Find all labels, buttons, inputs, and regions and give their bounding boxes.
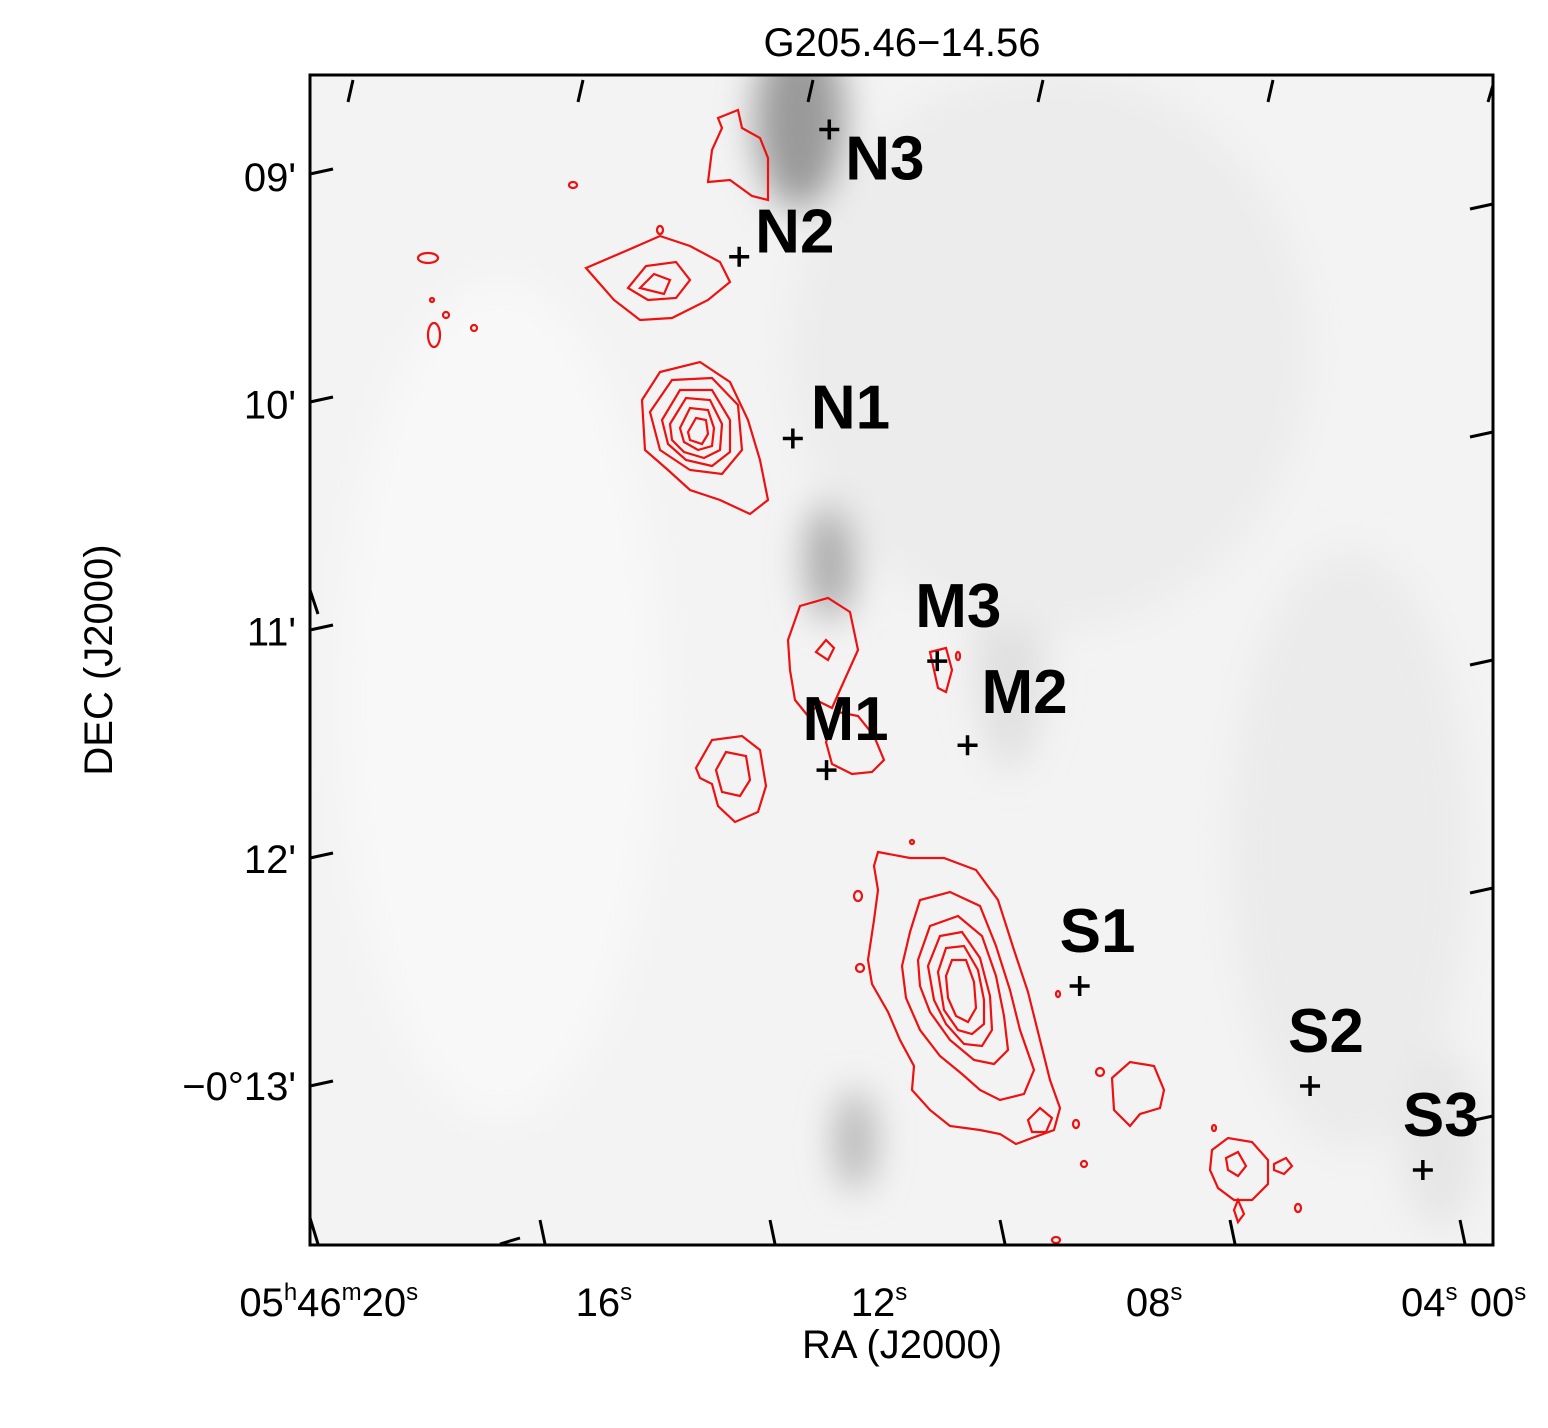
contour-blob [1094, 1066, 1106, 1078]
source-label-m3: M3 [915, 572, 1001, 641]
x-tick-label: 05h46m20s [239, 1279, 418, 1325]
grayscale-background [310, 75, 1493, 1245]
source-marker-n3 [819, 119, 840, 140]
contour-n2-1 [584, 234, 732, 322]
contour-blob [469, 323, 479, 333]
contour-s1-2 [900, 890, 1036, 1102]
contour-s1-3 [916, 914, 1010, 1066]
contour-n3 [706, 108, 770, 202]
contour-blob [1293, 1202, 1303, 1214]
y-tick-label: −0°13' [182, 1065, 296, 1109]
contour-n1-1 [640, 360, 770, 516]
source-marker-m3 [927, 651, 948, 672]
contour-n2-2 [626, 260, 692, 302]
contour-s1-1 [866, 850, 1062, 1146]
contour-blob [1079, 1159, 1089, 1169]
source-label-s2: S2 [1288, 997, 1364, 1066]
contour-s2 [1110, 1060, 1166, 1128]
contour-layer [416, 108, 1303, 1245]
source-marker-m2 [957, 735, 978, 756]
contour-s1-5 [936, 944, 986, 1036]
source-label-n3: N3 [845, 125, 924, 194]
contour-s3 [1208, 1136, 1270, 1202]
y-tick-label: 09' [244, 156, 296, 200]
contour-blob [426, 321, 442, 349]
source-marker-n2 [729, 246, 750, 267]
contour-s1-lobe [1026, 1106, 1054, 1134]
x-tick-label: 08s [1126, 1279, 1183, 1325]
contour-m1 [694, 734, 768, 824]
source-label-s1: S1 [1060, 897, 1136, 966]
contour-s1-6 [944, 958, 978, 1024]
contour-blob [1210, 1123, 1218, 1133]
y-axis-label: DEC (J2000) [77, 544, 121, 775]
contour-blob [908, 838, 916, 846]
contour-blob [852, 889, 864, 903]
source-marker-m1 [816, 760, 837, 781]
source-marker-s1 [1069, 976, 1090, 997]
source-label-n2: N2 [755, 198, 834, 267]
contour-m3-inner [814, 638, 836, 662]
source-label-m1: M1 [803, 685, 889, 754]
contour-m3 [786, 596, 860, 718]
x-axis-label: RA (J2000) [802, 1323, 1002, 1367]
contour-n1-3 [660, 388, 732, 468]
source-label-m2: M2 [982, 658, 1068, 727]
x-tick-label: 12s [851, 1279, 908, 1325]
x-tick-labels: 05h46m20s 16s 12s 08s 04s 00s [239, 1279, 1526, 1325]
contour-blob [1054, 989, 1062, 999]
contour-n2-3 [637, 272, 672, 296]
contour-s3-inner [1224, 1150, 1248, 1178]
contour-m1-inner [714, 750, 752, 798]
y-tick-label: 11' [247, 611, 296, 655]
y-tick-label: 12' [244, 838, 296, 882]
contour-n1-2 [648, 376, 744, 476]
source-label-n1: N1 [811, 373, 890, 442]
contour-s3-tail [1232, 1197, 1246, 1225]
contour-blob [928, 646, 954, 694]
source-markers [729, 119, 1433, 1181]
contour-m2 [824, 710, 886, 776]
tick-marks [308, 79, 1495, 1246]
contour-blob [1272, 1156, 1294, 1176]
contour-n1-6 [686, 416, 710, 446]
contour-blob [655, 224, 665, 236]
contour-blob [1050, 1235, 1062, 1245]
source-label-s3: S3 [1403, 1081, 1479, 1150]
contour-blob [441, 310, 451, 320]
contour-s1-4 [926, 930, 994, 1048]
x-tick-label: 00s [1470, 1279, 1527, 1325]
contour-blob [1071, 1118, 1081, 1130]
source-marker-s3 [1412, 1160, 1433, 1181]
y-tick-labels: 09' 10' 11' 12' −0°13' [182, 156, 296, 1109]
x-tick-label: 04s [1401, 1279, 1458, 1325]
contour-n1-5 [678, 406, 716, 452]
y-tick-label: 10' [244, 383, 296, 427]
contour-blob [416, 251, 440, 265]
contour-n1-4 [668, 396, 724, 460]
contour-blob [567, 180, 579, 190]
source-marker-n1 [782, 428, 803, 449]
contour-blob [854, 962, 866, 974]
x-tick-label: 16s [576, 1279, 633, 1325]
chart-title: G205.46−14.56 [764, 21, 1041, 65]
source-marker-s2 [1300, 1075, 1321, 1096]
contour-blob [428, 296, 436, 304]
contour-blob [954, 650, 962, 662]
